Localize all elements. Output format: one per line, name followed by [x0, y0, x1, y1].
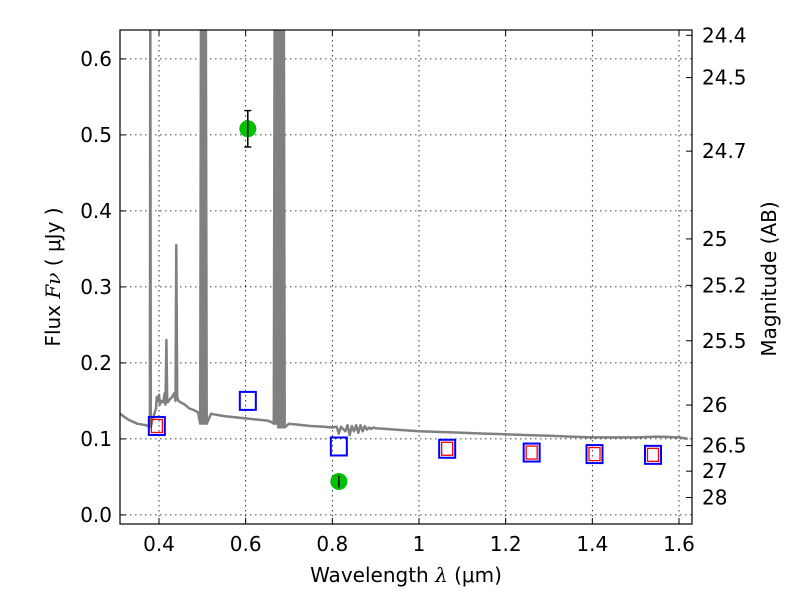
y-tick-label: 0.6: [80, 47, 112, 71]
y-tick-label: 0.5: [80, 123, 112, 147]
magnitude-tick-label: 25.2: [702, 273, 747, 297]
magnitude-tick-label: 24.5: [702, 66, 747, 90]
blue-square-marker: [147, 415, 166, 436]
y-tick-label: 0.3: [80, 275, 112, 299]
red-square-marker: [588, 446, 601, 462]
x-tick-label: 0.6: [230, 532, 262, 556]
x-axis-label: Wavelength λ (μm): [310, 563, 502, 587]
red-square-marker: [525, 445, 538, 460]
x-tick-label: 1.4: [576, 532, 608, 556]
y-tick-label: 0.1: [80, 427, 112, 451]
y-tick-label: 0.0: [80, 503, 112, 527]
x-axis-ticks: 0.4 0.6 0.8 1 1.2 1.4 1.6: [143, 30, 695, 556]
model-spectrum-group: [120, 30, 688, 441]
blue-square-marker: [585, 444, 604, 465]
magnitude-tick-label: 24.4: [702, 23, 747, 47]
blue-square-marker: [644, 444, 662, 465]
x-tick-label: 1: [413, 532, 426, 556]
magnitude-tick-label: 28: [702, 485, 727, 509]
x-tick-label: 0.8: [316, 532, 348, 556]
plot-frame: [119, 29, 693, 525]
magnitude-tick-label: 25: [702, 227, 727, 251]
y-axis-ticks: 0.0 0.1 0.2 0.3 0.4 0.5 0.6: [80, 47, 126, 527]
blue-square-marker: [329, 436, 348, 457]
y-axis-label: Flux Fν ( μJy ): [41, 207, 65, 346]
magnitude-tick-label: 25.5: [702, 329, 747, 353]
data-points-group: [147, 109, 662, 490]
magnitude-tick-label: 27: [702, 459, 727, 483]
y-tick-label: 0.4: [80, 199, 112, 223]
blue-square-marker: [238, 390, 257, 411]
blue-square-marker: [438, 438, 457, 459]
x-tick-label: 1.6: [663, 532, 695, 556]
red-square-marker: [441, 441, 454, 456]
plot-background: [120, 30, 692, 524]
y-tick-label: 0.2: [80, 351, 112, 375]
magnitude-axis-label: Magnitude (AB): [757, 201, 781, 356]
x-tick-label: 0.4: [143, 532, 175, 556]
red-square-marker: [646, 447, 660, 462]
blue-square-marker: [522, 442, 541, 463]
model-spectrum-line: [120, 30, 688, 441]
red-square-marker: [150, 418, 163, 434]
x-tick-label: 1.2: [490, 532, 522, 556]
magnitude-tick-label: 24.7: [702, 139, 747, 163]
magnitude-tick-label: 26.5: [702, 434, 747, 458]
grid-lines: [120, 30, 692, 524]
magnitude-tick-label: 26: [702, 393, 727, 417]
